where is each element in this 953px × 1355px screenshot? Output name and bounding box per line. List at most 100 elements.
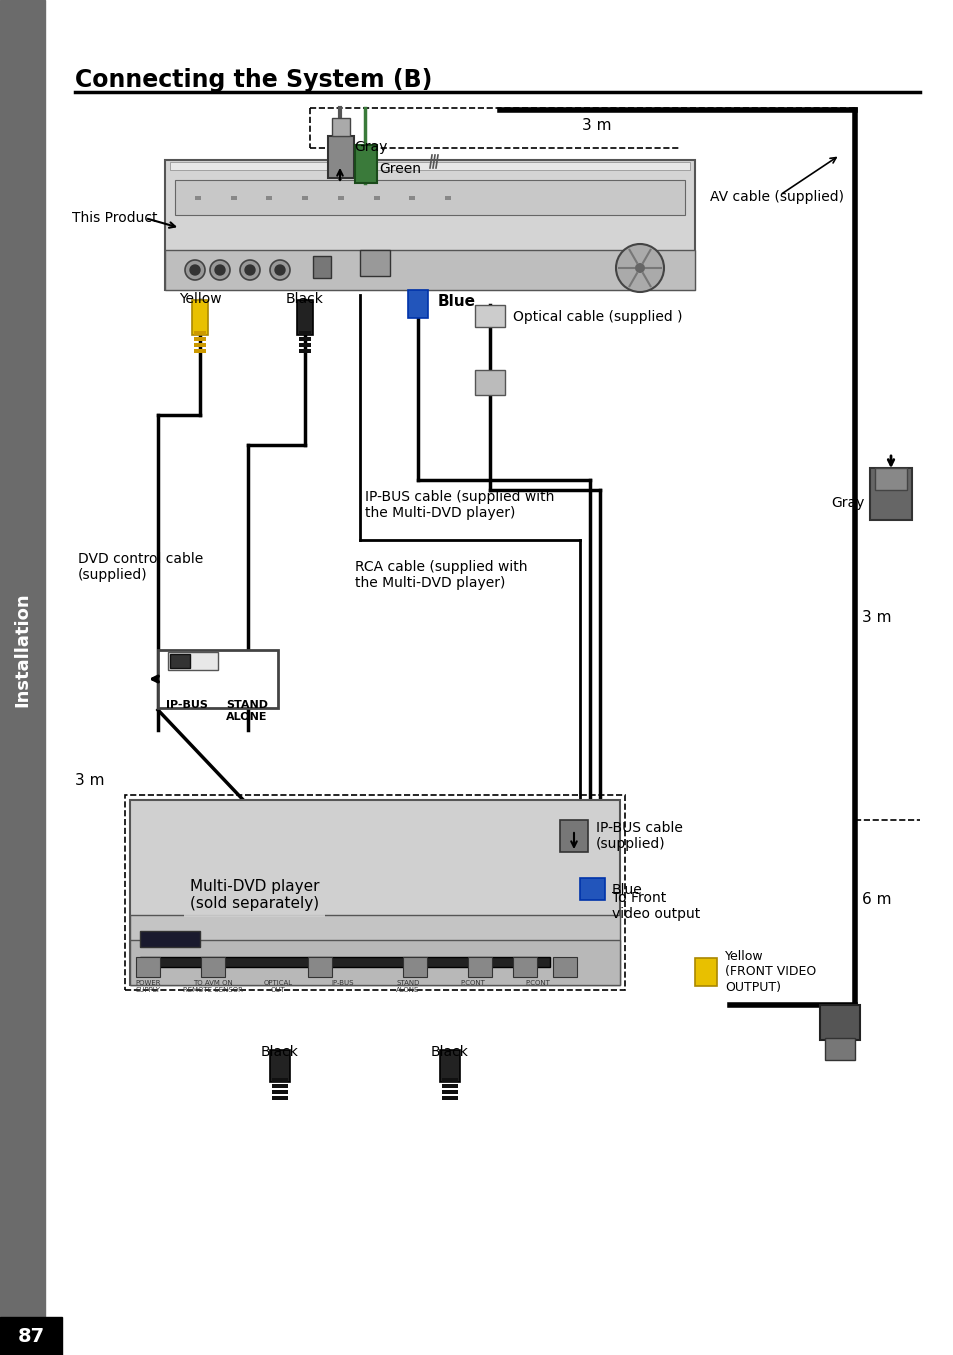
Bar: [441, 1084, 457, 1088]
Text: Black: Black: [261, 1045, 298, 1060]
Text: 3 m: 3 m: [862, 610, 890, 625]
Text: AV cable (supplied): AV cable (supplied): [709, 190, 843, 205]
Circle shape: [240, 260, 260, 280]
Text: IP-BUS: IP-BUS: [332, 980, 354, 986]
Bar: [193, 350, 206, 354]
Bar: [0, 0, 45, 1355]
Bar: [194, 196, 201, 201]
Text: Black: Black: [431, 1045, 469, 1060]
Bar: [272, 1089, 288, 1093]
Bar: [869, 467, 911, 520]
Bar: [266, 196, 273, 201]
Text: Blue: Blue: [612, 883, 642, 897]
Bar: [308, 957, 332, 977]
Text: Connecting the System (B): Connecting the System (B): [75, 68, 432, 92]
Bar: [130, 799, 619, 985]
Text: Gray: Gray: [831, 496, 864, 509]
Text: Green: Green: [378, 163, 420, 176]
Bar: [475, 305, 504, 327]
Text: IP-BUS cable
(supplied): IP-BUS cable (supplied): [596, 821, 682, 851]
Text: STAND
ALONE: STAND ALONE: [226, 701, 268, 722]
Text: To Front
video output: To Front video output: [612, 890, 700, 921]
Bar: [328, 136, 354, 178]
Bar: [193, 331, 206, 335]
Circle shape: [616, 244, 663, 291]
Circle shape: [270, 260, 290, 280]
Bar: [695, 958, 717, 986]
Text: IP-BUS cable (supplied with
the Multi-DVD player): IP-BUS cable (supplied with the Multi-DV…: [365, 491, 554, 520]
Text: STAND
ALONE: STAND ALONE: [395, 980, 419, 993]
Bar: [174, 180, 684, 215]
Circle shape: [245, 266, 254, 275]
Text: P.CONT: P.CONT: [525, 980, 550, 986]
Bar: [170, 163, 689, 169]
Text: P.CONT: P.CONT: [460, 980, 485, 986]
Bar: [272, 1096, 288, 1100]
Text: Black: Black: [286, 291, 324, 306]
Text: This Product: This Product: [71, 211, 157, 225]
Circle shape: [185, 260, 205, 280]
Bar: [559, 820, 587, 852]
Text: Multi-DVD player
(sold separately): Multi-DVD player (sold separately): [190, 879, 319, 911]
Bar: [272, 1084, 288, 1088]
Bar: [332, 118, 350, 136]
Bar: [337, 196, 343, 201]
Bar: [201, 957, 225, 977]
Bar: [313, 256, 331, 278]
Bar: [298, 343, 311, 347]
Bar: [359, 251, 390, 276]
Bar: [136, 957, 160, 977]
Bar: [298, 350, 311, 354]
Bar: [0, 1317, 62, 1355]
Text: Yellow
(FRONT VIDEO
OUTPUT): Yellow (FRONT VIDEO OUTPUT): [724, 950, 816, 993]
Text: Installation: Installation: [13, 592, 30, 707]
Text: Gray: Gray: [354, 140, 387, 154]
Bar: [820, 1005, 859, 1041]
Bar: [444, 196, 451, 201]
Bar: [170, 654, 190, 668]
Bar: [140, 931, 200, 947]
Bar: [270, 1050, 290, 1083]
Text: Yellow: Yellow: [178, 291, 221, 306]
Bar: [441, 1089, 457, 1093]
Bar: [272, 1079, 288, 1083]
Circle shape: [274, 266, 285, 275]
Text: TO AVM ON
REMOTE SENSOR: TO AVM ON REMOTE SENSOR: [183, 980, 243, 993]
Circle shape: [214, 266, 225, 275]
Text: 3 m: 3 m: [75, 772, 105, 789]
Bar: [468, 957, 492, 977]
Text: POWER
SUPPLY: POWER SUPPLY: [135, 980, 161, 993]
Bar: [140, 957, 550, 967]
Bar: [355, 145, 376, 183]
Bar: [125, 795, 624, 991]
Circle shape: [210, 260, 230, 280]
Bar: [513, 957, 537, 977]
Bar: [409, 196, 415, 201]
Bar: [402, 957, 427, 977]
Bar: [824, 1038, 854, 1060]
Bar: [130, 915, 619, 985]
Bar: [302, 196, 308, 201]
Text: 87: 87: [17, 1327, 45, 1346]
Bar: [165, 251, 695, 290]
Bar: [298, 331, 311, 335]
Bar: [158, 650, 277, 709]
Bar: [296, 299, 313, 335]
Text: DVD control cable
(supplied): DVD control cable (supplied): [78, 551, 203, 583]
Bar: [441, 1096, 457, 1100]
Text: IP-BUS: IP-BUS: [166, 701, 208, 710]
Bar: [165, 160, 695, 290]
Bar: [475, 370, 504, 396]
Bar: [579, 878, 604, 900]
Text: 6 m: 6 m: [862, 892, 890, 906]
Bar: [168, 652, 218, 669]
Text: 3 m: 3 m: [581, 118, 611, 133]
Circle shape: [190, 266, 200, 275]
Bar: [553, 957, 577, 977]
Text: Blue: Blue: [437, 294, 476, 309]
Bar: [874, 467, 906, 491]
Bar: [192, 299, 208, 335]
Bar: [441, 1079, 457, 1083]
Text: Optical cable (supplied ): Optical cable (supplied ): [513, 310, 681, 324]
Bar: [439, 1050, 459, 1083]
